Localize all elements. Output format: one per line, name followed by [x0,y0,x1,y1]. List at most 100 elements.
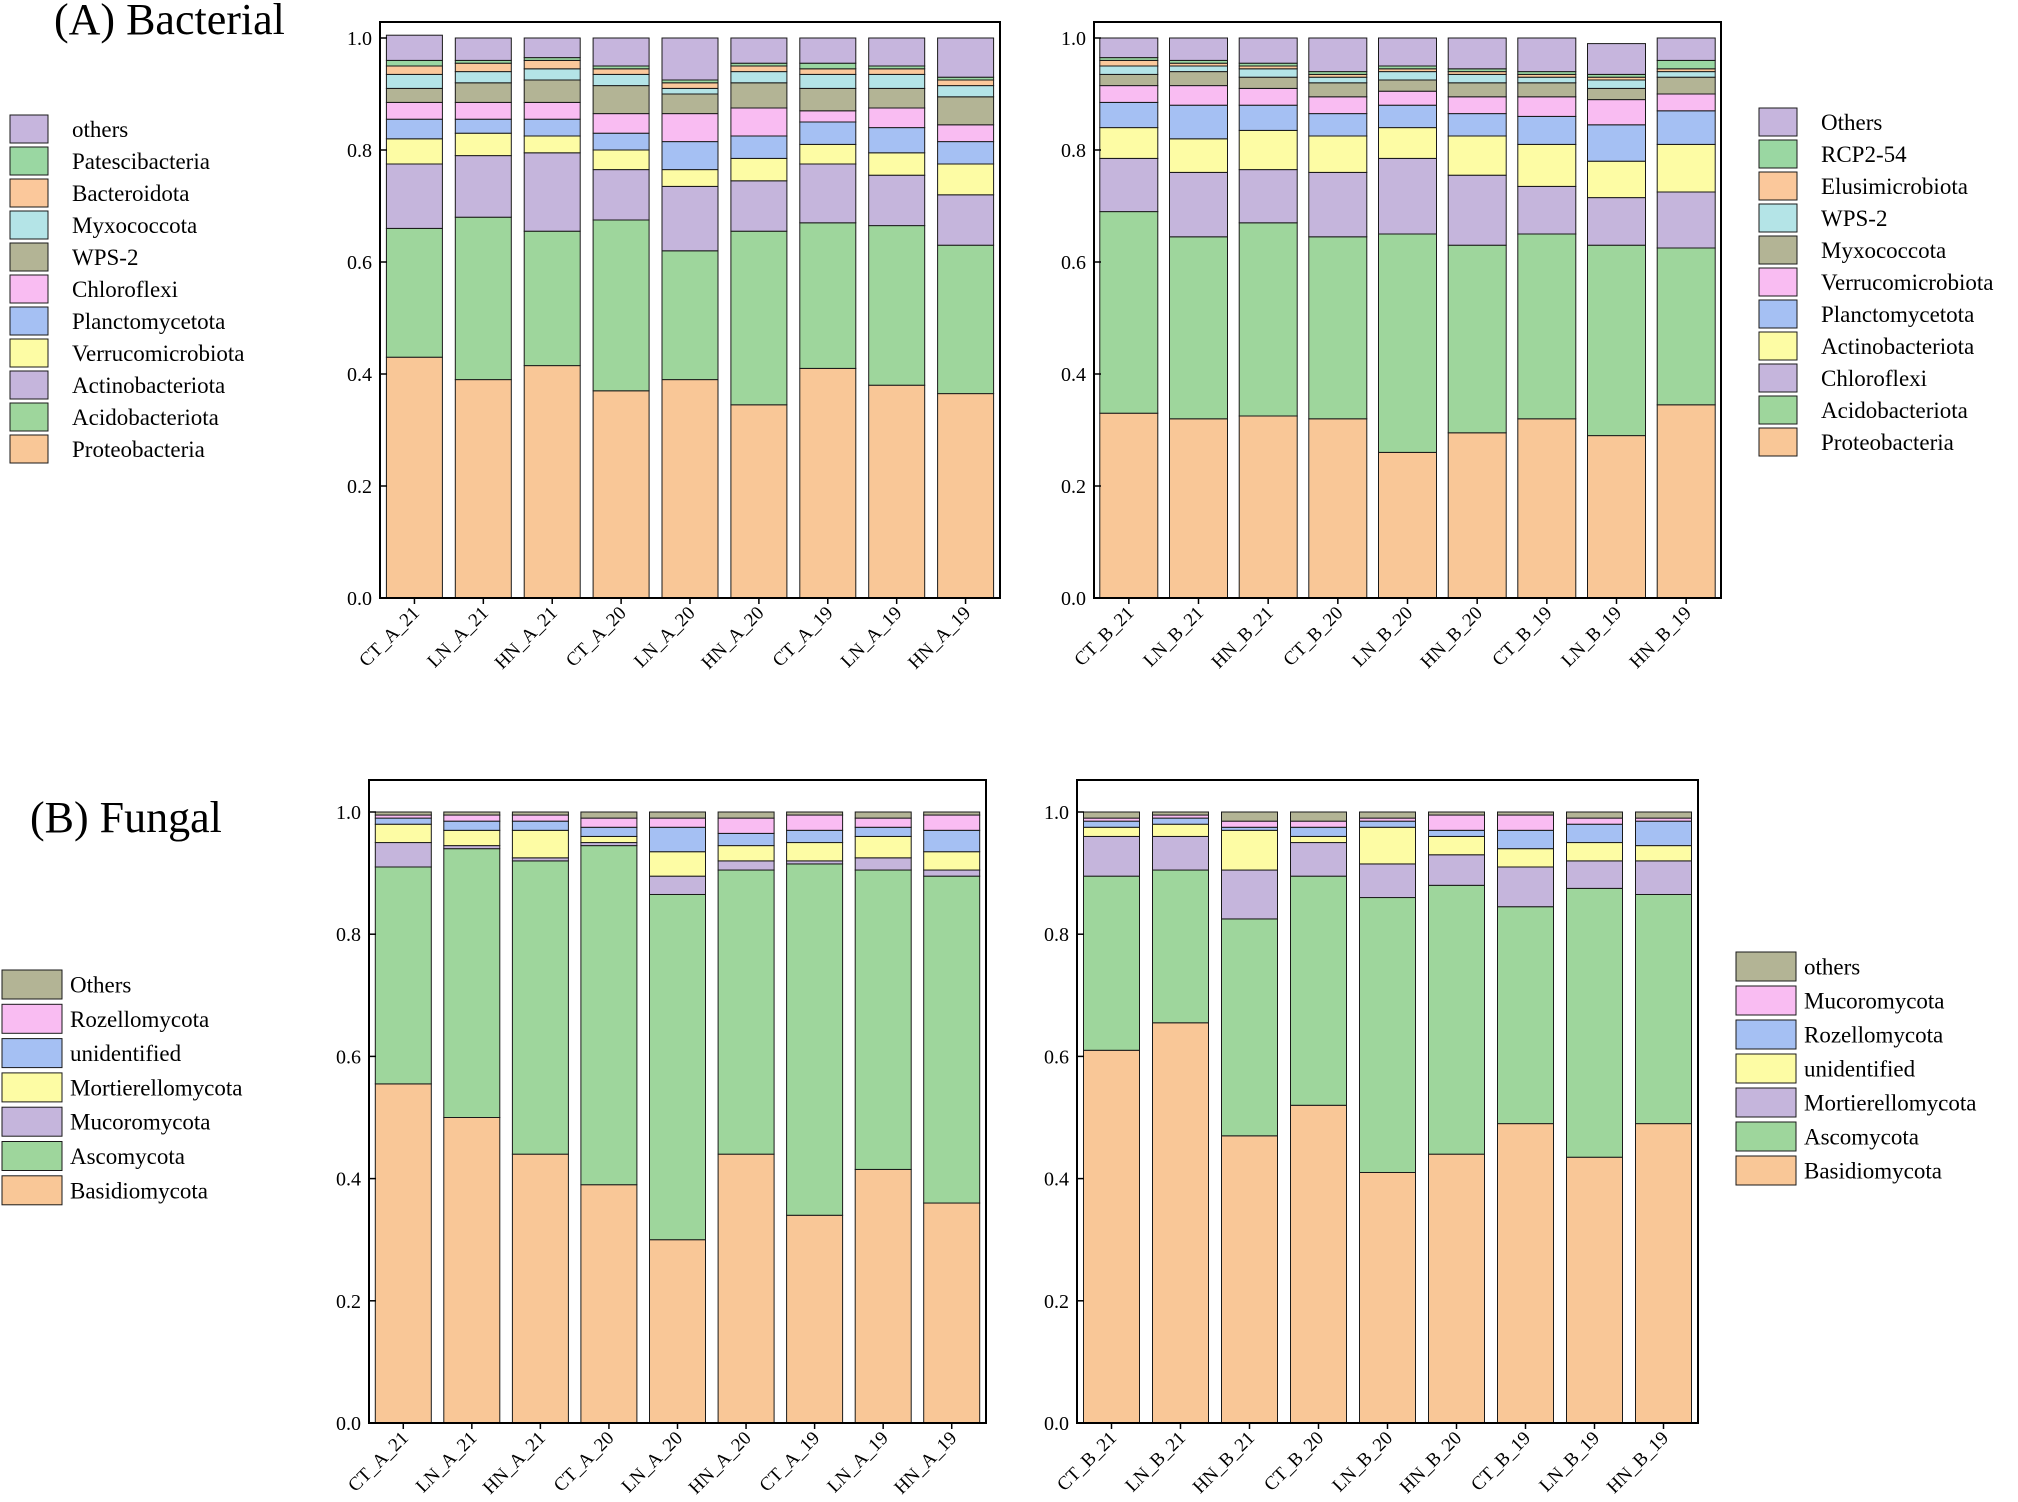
bar-segment-basidiomycota-ct-b-21 [1083,1049,1140,1424]
y-tick-label: 0.8 [1061,140,1086,162]
bar-segment-wps-2-ln-a-19 [868,87,926,109]
legend-label: Proteobacteria [1821,430,1954,455]
bar-segment-acidobacteriota-ct-b-21 [1099,211,1159,414]
bar-segment-planctomycetota-ln-b-20 [1378,104,1437,129]
bar-segment-others-ln-a-20 [649,811,706,819]
bar-segment-actinobacteriota-ct-a-19 [799,163,857,224]
legend-label: Acidobacteriota [72,405,219,430]
bar-segment-planctomycetota-hn-b-21 [1238,104,1298,131]
bar-segment-proteobacteria-ln-b-19 [1587,435,1646,599]
bar-segment-wps-2-ct-b-19 [1517,76,1577,84]
bar-segment-chloroflexi-hn-a-21 [523,101,581,120]
legend-swatch [9,338,49,368]
bar-segment-others-ct-a-21 [374,811,432,816]
y-tick-label: 0.2 [1044,1291,1069,1313]
legend-label: Planctomycetota [1821,302,1974,327]
bar-segment-ascomycota-ln-b-19 [1566,887,1623,1158]
bar-segment-wps-2-hn-a-19 [937,96,995,126]
bar-segment-others-ct-a-20 [580,811,638,819]
bar-segment-mortierellomycota-ct-a-19 [786,842,844,862]
x-tick-label: HN_A_20 [698,603,769,674]
legend-swatch [1735,1155,1797,1186]
bar-segment-wps-2-ct-b-21 [1099,65,1159,75]
x-tick-label: CT_A_19 [756,1428,825,1497]
x-tick-label: LN_B_20 [1348,603,1417,672]
x-tick-label: HN_B_21 [1189,1428,1259,1498]
bar-segment-others-ln-b-19 [1587,43,1646,75]
legend-swatch [9,402,49,432]
bar-segment-proteobacteria-ct-b-21 [1099,412,1159,599]
bar-segment-acidobacteriota-ln-b-20 [1378,233,1437,453]
legend-swatch [9,146,49,176]
bar-segment-bacteroidota-ct-a-21 [385,65,443,75]
legend-swatch [9,370,49,400]
bar-segment-actinobacteriota-hn-b-21 [1238,129,1298,171]
bar-segment-verrucomicrobiota-ct-b-19 [1517,96,1577,117]
legend-label: Myxococcota [72,213,197,238]
bar-segment-others-hn-a-19 [923,811,981,816]
bar-segment-ascomycota-ct-a-19 [786,863,844,1216]
bar-segment-others-hn-a-21 [511,811,569,816]
bar-segment-ascomycota-hn-a-20 [717,869,775,1155]
y-tick-label: 0.6 [336,1046,361,1068]
x-tick-label: CT_A_21 [344,1428,413,1497]
bar-segment-chloroflexi-ln-b-20 [1378,157,1437,235]
y-tick-label: 1.0 [1044,802,1069,824]
bar-segment-myxococcota-ct-a-20 [592,73,650,87]
legend-label: Mortierellomycota [70,1075,242,1100]
legend-label: Actinobacteriota [72,373,225,398]
bar-segment-unidentified-ln-b-21 [1152,823,1209,837]
y-tick-label: 0.2 [1061,476,1086,498]
bar-segment-patescibacteria-ct-a-21 [385,59,443,67]
bar-segment-planctomycetota-hn-a-20 [730,135,788,159]
bar-segment-proteobacteria-ln-a-21 [454,379,512,599]
y-tick-label: 0.0 [336,1413,361,1435]
bar-segment-acidobacteriota-ct-a-19 [799,222,857,369]
bar-segment-acidobacteriota-hn-a-19 [937,244,995,395]
panel-title-bacterial: (A) Bacterial [54,0,285,44]
bar-segment-rozellomycota-ct-a-20 [580,817,638,828]
bar-segment-others-ln-b-20 [1378,37,1437,67]
bar-segment-ascomycota-ct-b-20 [1290,875,1347,1106]
bar-segment-others-hn-b-19 [1635,811,1692,819]
legend-swatch [1,1106,63,1137]
bar-segment-bacteroidota-hn-a-19 [937,79,995,87]
y-tick-label: 0.6 [347,252,372,274]
bar-segment-mortierellomycota-ln-b-19 [1566,860,1623,889]
bar-segment-verrucomicrobiota-ct-a-19 [799,143,857,165]
legend-label: Chloroflexi [1821,366,1927,391]
x-tick-label: LN_A_20 [618,1428,687,1497]
x-tick-label: LN_B_20 [1328,1428,1397,1497]
bar-segment-acidobacteriota-hn-b-20 [1447,244,1507,434]
x-tick-label: HN_B_19 [1603,1428,1673,1498]
bar-segment-basidiomycota-hn-b-21 [1221,1135,1278,1424]
bar-segment-proteobacteria-ct-b-19 [1517,418,1577,599]
bar-segment-basidiomycota-hn-b-19 [1635,1123,1692,1424]
bar-segment-myxococcota-ln-b-21 [1169,71,1228,87]
bar-segment-basidiomycota-ln-a-20 [649,1239,706,1424]
bar-segment-ascomycota-ln-b-20 [1359,897,1416,1173]
bar-segment-wps-2-ct-a-19 [799,87,857,112]
bar-segment-acidobacteriota-hn-a-20 [730,230,788,406]
bar-segment-unidentified-ct-a-21 [374,817,432,825]
bar-segment-rozellomycota-ct-b-20 [1290,826,1347,837]
bar-segment-basidiomycota-hn-a-19 [923,1202,981,1424]
bar-segment-acidobacteriota-ct-a-21 [385,227,443,358]
bar-segment-unidentified-ln-b-19 [1566,842,1623,862]
bar-segment-chloroflexi-ln-a-21 [454,101,512,120]
legend-swatch [9,210,49,240]
y-tick-label: 0.6 [1044,1046,1069,1068]
y-tick-label: 0.0 [347,588,372,610]
bar-segment-actinobacteriota-ct-b-19 [1517,143,1577,187]
legend-label: Myxococcota [1821,238,1946,263]
bar-segment-ascomycota-ln-b-21 [1152,869,1209,1024]
bar-segment-planctomycetota-hn-b-20 [1447,113,1507,137]
y-tick-label: 0.6 [1061,252,1086,274]
bar-segment-mucoromycota-ln-a-19 [854,857,912,871]
x-tick-label: LN_A_20 [630,603,699,672]
bar-segment-mucoromycota-hn-a-19 [923,869,981,877]
legend-swatch [1758,395,1798,425]
bar-segment-acidobacteriota-hn-a-21 [523,230,581,367]
bar-segment-planctomycetota-ln-a-19 [868,127,926,154]
bar-segment-proteobacteria-ct-a-19 [799,367,857,599]
